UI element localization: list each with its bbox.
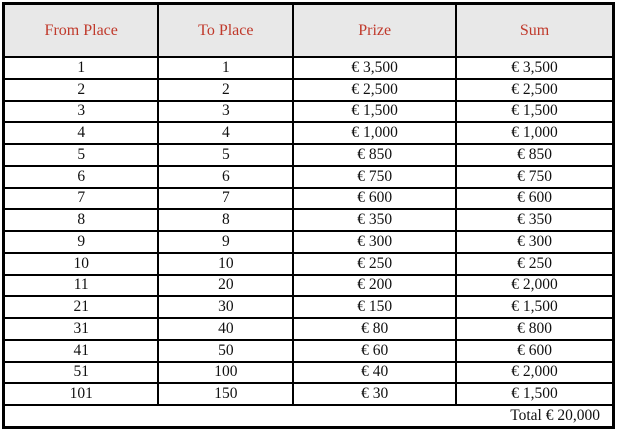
table-cell: 4: [157, 121, 295, 145]
table-cell: € 750: [292, 164, 458, 189]
table-body: 1 1 € 3,500 € 3,500 2 2 € 2,500 € 2,500 3 3 € 1,50…: [2, 56, 615, 406]
table-cell: 3: [2, 99, 160, 124]
table-cell: € 300: [455, 230, 615, 254]
table-cell: 51: [2, 360, 160, 385]
table-cell: € 350: [292, 208, 458, 232]
table-cell: 5: [2, 143, 160, 167]
table-cell: € 300: [292, 230, 458, 254]
table-row: 10 10 € 250 € 250: [2, 251, 615, 276]
table-cell: € 800: [455, 317, 615, 341]
table-cell: 5: [157, 143, 295, 167]
table-footer: Total € 20,000: [2, 404, 615, 429]
table-row: 7 7 € 600 € 600: [2, 186, 615, 211]
table-cell: € 350: [455, 208, 615, 232]
table-cell: € 2,000: [455, 273, 615, 298]
table-cell: € 80: [292, 317, 458, 341]
table-cell: 50: [157, 338, 295, 363]
table-cell: 150: [157, 382, 295, 406]
table-cell: 11: [2, 273, 160, 298]
table-cell: € 850: [292, 143, 458, 167]
table-cell: 101: [2, 382, 160, 406]
table-cell: 31: [2, 317, 160, 341]
table-cell: 9: [157, 230, 295, 254]
table-cell: 10: [2, 251, 160, 276]
table-cell: 2: [157, 77, 295, 102]
header-sum: Sum: [455, 2, 615, 58]
table-row: 8 8 € 350 € 350: [2, 208, 615, 232]
table-cell: € 150: [292, 295, 458, 319]
table-cell: € 1,500: [292, 99, 458, 124]
table-cell: € 40: [292, 360, 458, 385]
table-cell: 8: [2, 208, 160, 232]
table-cell: € 1,500: [455, 295, 615, 319]
header-to-place: To Place: [157, 2, 295, 58]
table-cell: € 600: [455, 186, 615, 211]
table-cell: € 1,500: [455, 99, 615, 124]
table-row: 3 3 € 1,500 € 1,500: [2, 99, 615, 124]
table-cell: 21: [2, 295, 160, 319]
total-row: Total € 20,000: [2, 404, 615, 429]
table-cell: € 250: [455, 251, 615, 276]
table-row: 31 40 € 80 € 800: [2, 317, 615, 341]
table-cell: 1: [157, 56, 295, 80]
table-cell: 4: [2, 121, 160, 145]
prize-structure-table: From Place To Place Prize Sum 1 1 € 3,500 €…: [2, 2, 615, 429]
table-cell: 6: [2, 164, 160, 189]
table-cell: 41: [2, 338, 160, 363]
table-cell: 9: [2, 230, 160, 254]
table-cell: 10: [157, 251, 295, 276]
table-cell: € 850: [455, 143, 615, 167]
table-row: 51 100 € 40 € 2,000: [2, 360, 615, 385]
table-cell: 30: [157, 295, 295, 319]
table-cell: € 600: [292, 186, 458, 211]
table-cell: € 200: [292, 273, 458, 298]
table-cell: 100: [157, 360, 295, 385]
table-row: 2 2 € 2,500 € 2,500: [2, 77, 615, 102]
header-row: From Place To Place Prize Sum: [2, 2, 615, 58]
table-cell: € 1,500: [455, 382, 615, 406]
table-row: 5 5 € 850 € 850: [2, 143, 615, 167]
table-cell: € 60: [292, 338, 458, 363]
table-cell: € 2,500: [455, 77, 615, 102]
table-row: 21 30 € 150 € 1,500: [2, 295, 615, 319]
table-cell: € 600: [455, 338, 615, 363]
table-row: 4 4 € 1,000 € 1,000: [2, 121, 615, 145]
table-cell: € 30: [292, 382, 458, 406]
table-row: 41 50 € 60 € 600: [2, 338, 615, 363]
table-cell: 3: [157, 99, 295, 124]
table-cell: 20: [157, 273, 295, 298]
table-cell: € 750: [455, 164, 615, 189]
table-row: 1 1 € 3,500 € 3,500: [2, 56, 615, 80]
table-cell: € 3,500: [292, 56, 458, 80]
table-cell: € 250: [292, 251, 458, 276]
table-cell: 7: [157, 186, 295, 211]
table-cell: 40: [157, 317, 295, 341]
table-cell: € 1,000: [455, 121, 615, 145]
table-row: 11 20 € 200 € 2,000: [2, 273, 615, 298]
table-cell: € 2,000: [455, 360, 615, 385]
table-row: 6 6 € 750 € 750: [2, 164, 615, 189]
table-cell: 2: [2, 77, 160, 102]
table-cell: 8: [157, 208, 295, 232]
table-row: 9 9 € 300 € 300: [2, 230, 615, 254]
table-cell: € 1,000: [292, 121, 458, 145]
table-cell: € 3,500: [455, 56, 615, 80]
table-header: From Place To Place Prize Sum: [2, 2, 615, 58]
header-prize: Prize: [292, 2, 458, 58]
table-cell: 7: [2, 186, 160, 211]
table-row: 101 150 € 30 € 1,500: [2, 382, 615, 406]
total-cell: Total € 20,000: [2, 404, 615, 429]
table-cell: 6: [157, 164, 295, 189]
table-cell: 1: [2, 56, 160, 80]
table-cell: € 2,500: [292, 77, 458, 102]
header-from-place: From Place: [2, 2, 160, 58]
